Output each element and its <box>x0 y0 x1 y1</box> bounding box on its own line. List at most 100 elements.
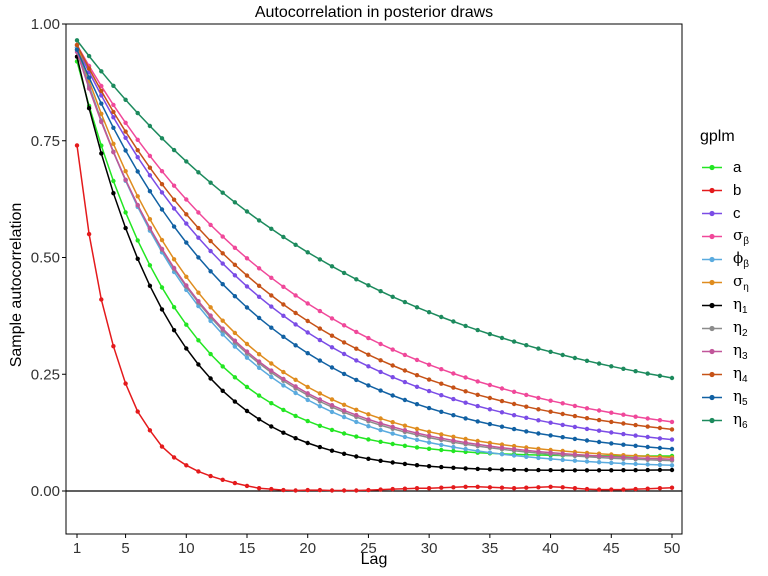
data-point <box>293 310 298 316</box>
series-11 <box>74 47 675 452</box>
data-point <box>111 109 116 115</box>
data-point <box>123 169 128 174</box>
data-point <box>111 83 116 89</box>
data-point <box>475 327 480 333</box>
legend-item: a <box>700 156 749 179</box>
data-point <box>123 135 128 140</box>
data-point <box>293 343 298 348</box>
legend-key <box>702 279 722 286</box>
data-point <box>341 351 347 357</box>
data-point <box>463 323 468 329</box>
data-point <box>135 238 140 243</box>
data-point <box>208 248 213 254</box>
data-point <box>414 430 420 436</box>
data-point <box>402 486 408 491</box>
legend-key <box>702 371 722 378</box>
data-point <box>560 422 565 428</box>
data-point <box>536 346 541 351</box>
data-point <box>609 364 614 369</box>
data-point <box>341 488 347 493</box>
data-point <box>524 485 529 490</box>
data-point <box>159 237 165 243</box>
data-point <box>378 369 383 375</box>
data-point <box>390 424 395 430</box>
data-point <box>463 436 468 442</box>
data-point <box>645 424 650 429</box>
data-point <box>669 437 675 442</box>
data-point <box>220 326 225 331</box>
data-point <box>171 305 177 310</box>
data-point <box>354 412 359 418</box>
data-point <box>171 206 177 211</box>
data-point <box>147 217 153 222</box>
data-point <box>402 428 408 433</box>
data-point <box>548 398 553 403</box>
series-12 <box>74 38 675 381</box>
data-point <box>341 323 347 328</box>
data-point <box>669 446 675 452</box>
data-point <box>354 419 359 425</box>
data-point <box>317 487 323 493</box>
data-point <box>293 384 298 389</box>
data-point <box>341 270 347 276</box>
data-point <box>111 150 116 155</box>
data-point <box>244 384 250 390</box>
data-point <box>499 410 505 415</box>
data-point <box>184 159 189 164</box>
y-tick-label: 0.50 <box>31 250 60 267</box>
data-point <box>463 416 468 421</box>
data-point <box>281 430 286 435</box>
data-point <box>609 410 614 415</box>
data-point <box>86 86 92 91</box>
data-point <box>402 423 408 428</box>
data-point <box>390 486 395 492</box>
data-point <box>572 424 578 430</box>
data-point <box>196 225 201 231</box>
data-point <box>609 419 614 425</box>
x-tick-label: 10 <box>178 540 195 557</box>
legend-item: ϕβ <box>700 248 749 271</box>
legend-key <box>702 302 722 309</box>
data-point <box>354 358 359 363</box>
data-point <box>99 101 104 106</box>
data-point <box>669 467 675 473</box>
data-point <box>657 467 663 473</box>
data-point <box>596 468 602 473</box>
data-point <box>220 251 225 256</box>
data-point <box>366 335 371 341</box>
data-point <box>293 413 298 419</box>
data-point <box>147 263 153 268</box>
data-point <box>208 222 213 228</box>
y-tick-label: 0.75 <box>31 133 60 150</box>
data-point <box>111 191 116 196</box>
legend-label: ση <box>733 272 749 293</box>
data-point <box>572 468 578 473</box>
data-point <box>135 169 140 174</box>
data-point <box>269 325 274 330</box>
data-point <box>305 330 310 335</box>
data-point <box>244 209 250 214</box>
data-point <box>524 454 529 459</box>
data-point <box>281 407 286 413</box>
data-point <box>184 463 189 468</box>
data-point <box>159 444 165 449</box>
data-point <box>220 282 225 287</box>
data-point <box>487 440 493 446</box>
data-point <box>147 173 153 178</box>
data-point <box>524 404 529 409</box>
data-point <box>354 346 359 351</box>
data-point <box>426 362 432 367</box>
data-point <box>633 455 638 461</box>
data-point <box>548 450 553 455</box>
data-point <box>281 313 286 318</box>
data-point <box>548 349 553 354</box>
data-point <box>293 293 298 298</box>
legend: gplm a b c σβ ϕβ ση η1 η2 η3 η4 η5 η6 <box>700 128 749 432</box>
legend-key <box>702 187 722 194</box>
data-point <box>281 383 286 388</box>
data-point <box>463 440 468 445</box>
data-point <box>256 266 262 271</box>
data-point <box>548 409 553 414</box>
data-point <box>621 442 626 447</box>
data-point <box>657 373 663 378</box>
